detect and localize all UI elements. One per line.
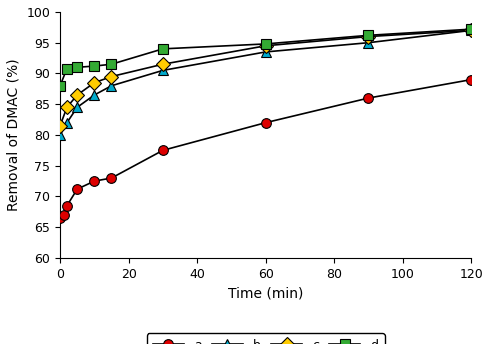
Legend: a, b, c, d: a, b, c, d [147,333,385,344]
X-axis label: Time (min): Time (min) [228,286,303,300]
Y-axis label: Removal of DMAC (%): Removal of DMAC (%) [7,59,21,211]
